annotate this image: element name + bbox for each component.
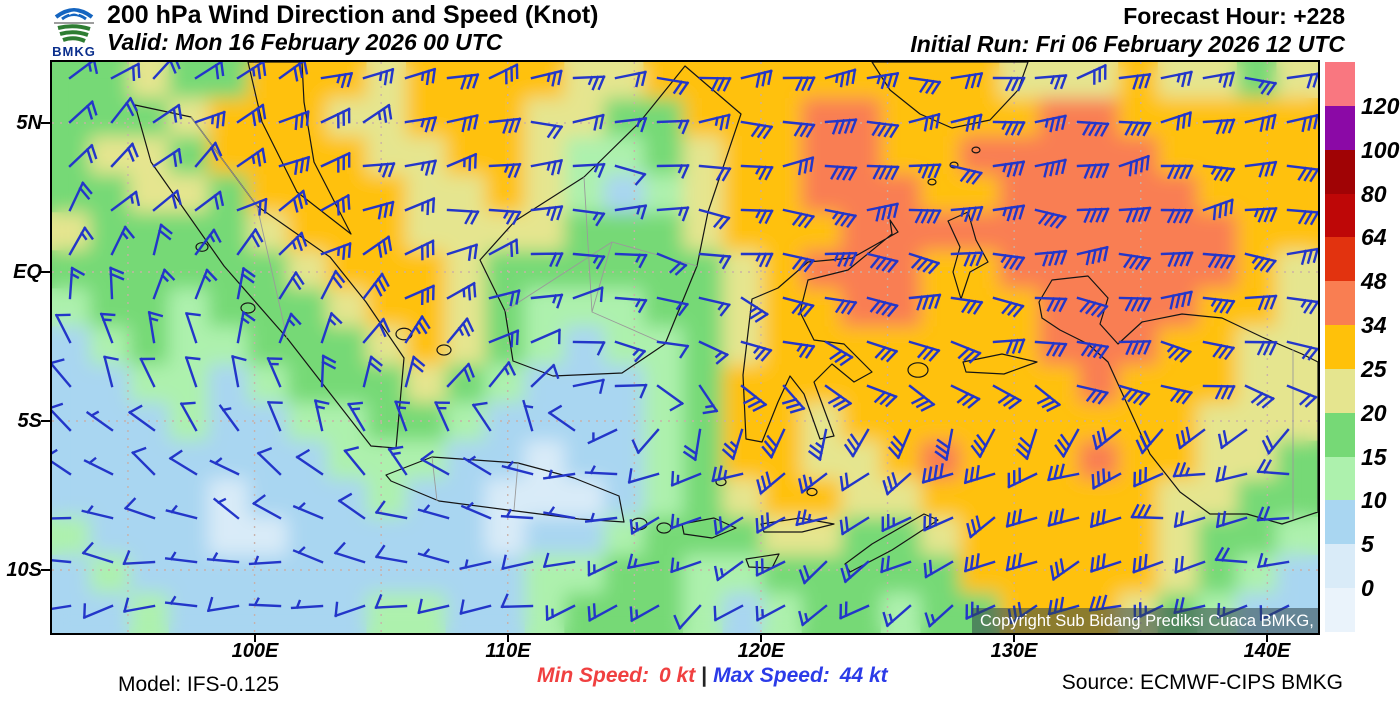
legend-tick-34: 34 [1361,312,1387,339]
legend-color-swatch [1325,105,1355,150]
legend-color-swatch [1325,149,1355,194]
wind-map-canvas: Copyright Sub Bidang Prediksi Cuaca BMKG… [38,54,1355,635]
legend-tick-48: 48 [1361,268,1387,295]
legend-tick-5: 5 [1361,531,1374,558]
legend-color-swatch [1325,325,1355,369]
min-max-speed-line: Min Speed: 0 kt | Max Speed: 44 kt [537,664,888,688]
legend-tick-100: 100 [1361,136,1400,163]
legend-color-swatch [1325,544,1355,589]
lat-tick [41,271,50,273]
legend-color-swatch [1325,281,1355,326]
lat-label-10s: 10S [6,559,42,581]
legend-tick-10: 10 [1361,487,1387,514]
legend-tick-25: 25 [1361,355,1387,382]
legend-color-swatch [1325,193,1355,238]
min-speed-value: 0 kt [659,664,696,687]
source-label: Source: ECMWF-CIPS BMKG [1061,671,1343,694]
legend-color-swatch [1325,62,1355,106]
lon-label-110e: 110E [485,640,531,662]
bmkg-logo: BMKG [44,1,104,59]
legend-tick-80: 80 [1361,180,1387,207]
legend-tick-0: 0 [1361,575,1374,602]
legend-tick-120: 120 [1361,92,1400,119]
lon-tick [1013,634,1015,642]
legend-color-swatch [1325,588,1355,632]
bmkg-logo-emblem [54,8,94,43]
copyright-text: Copyright Sub Bidang Prediksi Cuaca BMKG… [980,612,1318,630]
legend-color-swatch [1325,368,1355,413]
forecast-hour-label: Forecast Hour: +228 [1123,3,1345,29]
legend-color-swatch [1325,412,1355,457]
model-label: Model: IFS-0.125 [118,673,280,696]
legend-color-swatch [1325,500,1355,545]
lon-label-140e: 140E [1243,640,1291,662]
legend-color-swatch [1325,456,1355,501]
lon-tick [254,634,256,642]
lon-label-120e: 120E [737,640,785,662]
lon-label-100e: 100E [231,640,279,662]
min-speed-label: Min Speed: [537,664,650,687]
coastlines [134,61,1319,573]
max-speed-label: Max Speed: [713,664,830,687]
legend-tick-20: 20 [1361,399,1387,426]
wind-map: Copyright Sub Bidang Prediksi Cuaca BMKG… [38,54,1355,635]
legend-tick-64: 64 [1361,224,1387,251]
legend-color-swatch [1325,237,1355,282]
lon-tick [760,634,762,642]
lat-tick [41,122,50,124]
valid-time-label: Valid: Mon 16 February 2026 00 UTC [107,29,503,55]
initial-run-label: Initial Run: Fri 06 February 2026 12 UTC [910,31,1345,57]
bmkg-logo-text: BMKG [52,44,96,59]
lat-label-5n: 5N [16,112,42,134]
wind-speed-colorbar [1325,62,1355,632]
lat-label-eq: EQ [13,261,42,283]
lat-label-5s: 5S [17,410,42,432]
max-speed-value: 44 kt [839,664,888,687]
lat-tick [41,420,50,422]
lon-label-130e: 130E [990,640,1038,662]
lat-tick [41,569,50,571]
speed-separator: | [701,664,708,687]
legend-tick-15: 15 [1361,443,1387,470]
page-title: 200 hPa Wind Direction and Speed (Knot) [107,1,599,29]
wind-barbs [38,54,1320,630]
lon-tick [1266,634,1268,642]
lon-tick [507,634,509,642]
